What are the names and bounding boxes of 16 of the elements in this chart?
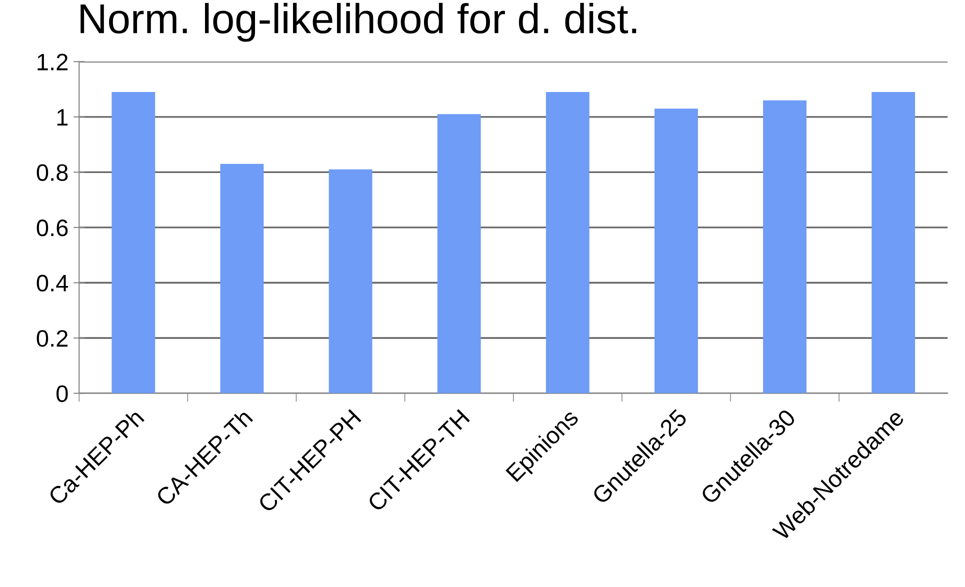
bar bbox=[220, 164, 264, 394]
y-tick-label: 0.4 bbox=[36, 274, 68, 292]
y-tick-label: 0.2 bbox=[36, 330, 68, 347]
bar bbox=[112, 92, 156, 394]
y-tick-label: 0 bbox=[56, 385, 68, 402]
y-tick-label: 0.6 bbox=[36, 220, 68, 236]
bar bbox=[763, 100, 806, 394]
bar bbox=[546, 92, 590, 394]
bar bbox=[654, 108, 698, 394]
bar bbox=[328, 169, 372, 394]
bar bbox=[437, 114, 481, 394]
bar bbox=[872, 92, 916, 394]
y-tick-label: 1 bbox=[57, 109, 68, 126]
chart-title: Norm. log-likelihood for d. dist. bbox=[80, 2, 636, 42]
y-tick-label: 0.8 bbox=[36, 164, 68, 181]
y-tick-label: 1.2 bbox=[38, 54, 68, 70]
